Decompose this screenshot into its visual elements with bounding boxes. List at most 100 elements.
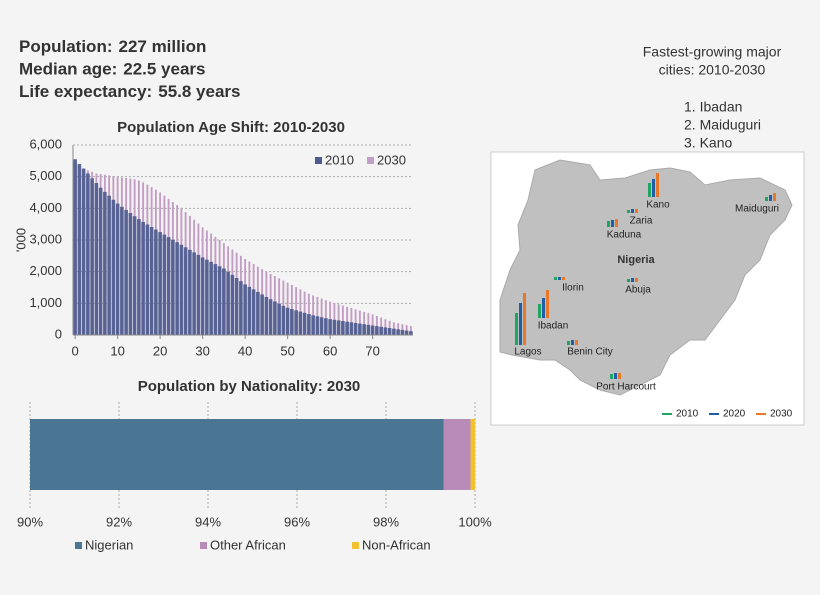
bar xyxy=(341,305,344,335)
y-axis-label: '000 xyxy=(13,228,28,252)
city-bar xyxy=(627,210,630,213)
bar xyxy=(103,191,107,335)
map-title: Nigeria xyxy=(617,254,655,266)
bar xyxy=(396,329,400,335)
legend-swatch xyxy=(315,157,322,164)
city-bar xyxy=(611,220,614,227)
bar xyxy=(200,257,205,335)
bar xyxy=(379,326,383,335)
y-tick-label: 0 xyxy=(55,326,62,341)
y-tick-label: 3,000 xyxy=(29,231,62,246)
bar xyxy=(363,311,366,335)
city-label: Ibadan xyxy=(538,321,569,332)
bar xyxy=(183,247,188,335)
bar xyxy=(192,252,196,335)
city-bar xyxy=(648,183,651,197)
city-bar xyxy=(769,195,772,201)
summary-label: Median age: xyxy=(19,60,117,79)
bar xyxy=(333,303,336,335)
city-bar xyxy=(607,221,610,227)
bar xyxy=(226,271,230,335)
summary-value: 55.8 years xyxy=(158,82,240,101)
bar xyxy=(358,323,362,335)
bar xyxy=(175,242,179,335)
bar xyxy=(213,264,218,335)
x-tick-label: 0 xyxy=(72,343,79,358)
x-tick-label: 10 xyxy=(110,343,124,358)
bar xyxy=(137,219,141,335)
bar xyxy=(375,326,379,335)
bar xyxy=(111,199,116,335)
bar xyxy=(400,329,405,335)
city-bar xyxy=(519,303,522,345)
ranking-title: Fastest-growing major xyxy=(643,44,782,60)
bar xyxy=(256,291,260,335)
bar xyxy=(149,227,154,335)
x-tick-label: 98% xyxy=(373,514,399,529)
bar xyxy=(409,331,413,335)
city-bar xyxy=(542,298,545,318)
city-bar xyxy=(615,219,618,227)
bar xyxy=(260,294,264,335)
city-bar xyxy=(571,340,574,345)
city-bar xyxy=(567,341,570,345)
bar xyxy=(329,301,332,335)
bar xyxy=(370,325,375,335)
city-label: Lagos xyxy=(514,347,541,358)
summary-label: Life expectancy: xyxy=(19,82,152,101)
bar xyxy=(179,244,184,335)
bar xyxy=(312,295,315,335)
bar xyxy=(285,307,290,335)
city-bar xyxy=(562,277,565,280)
city-bar xyxy=(523,293,526,345)
city-bar xyxy=(618,373,621,379)
bar xyxy=(350,308,353,335)
bar xyxy=(145,224,150,335)
x-tick-label: 30 xyxy=(195,343,209,358)
y-tick-label: 6,000 xyxy=(29,136,62,151)
bar xyxy=(346,306,349,335)
legend-swatch xyxy=(367,157,374,164)
bar xyxy=(298,311,303,335)
bar xyxy=(264,297,269,335)
bar xyxy=(171,239,175,335)
x-tick-label: 100% xyxy=(458,514,492,529)
bar xyxy=(98,187,103,335)
bar xyxy=(90,178,94,335)
bar xyxy=(73,159,77,335)
bar xyxy=(404,330,409,335)
bar xyxy=(154,229,158,335)
bar xyxy=(277,303,281,335)
city-bar xyxy=(610,374,613,379)
bar xyxy=(128,213,133,335)
legend-label: 2030 xyxy=(377,152,406,167)
bar xyxy=(196,254,201,335)
bar xyxy=(273,301,277,335)
nigeria-shape xyxy=(499,159,793,396)
bar xyxy=(409,326,412,335)
bar xyxy=(397,323,400,335)
chart-title: Population by Nationality: 2030 xyxy=(138,378,361,395)
legend-label: 2010 xyxy=(325,152,354,167)
bar xyxy=(162,234,167,335)
x-tick-label: 70 xyxy=(365,343,379,358)
x-tick-label: 94% xyxy=(195,514,221,529)
bar xyxy=(307,314,311,335)
bar xyxy=(243,284,247,335)
bar xyxy=(188,249,192,335)
bar xyxy=(383,327,388,335)
bar xyxy=(319,317,324,335)
bar xyxy=(349,322,354,335)
city-label: Ilorin xyxy=(562,283,584,294)
legend-label: 2030 xyxy=(770,409,793,420)
ranking-title: cities: 2010-2030 xyxy=(659,62,766,78)
y-tick-label: 5,000 xyxy=(29,168,62,183)
y-tick-label: 1,000 xyxy=(29,295,62,310)
bar-segment xyxy=(470,419,475,490)
ranking-item: 1. Ibadan xyxy=(684,99,742,115)
city-label: Maiduguri xyxy=(735,204,779,215)
bar xyxy=(205,259,209,335)
y-tick-label: 4,000 xyxy=(29,200,62,215)
bar xyxy=(247,286,252,335)
city-bar xyxy=(631,278,634,282)
